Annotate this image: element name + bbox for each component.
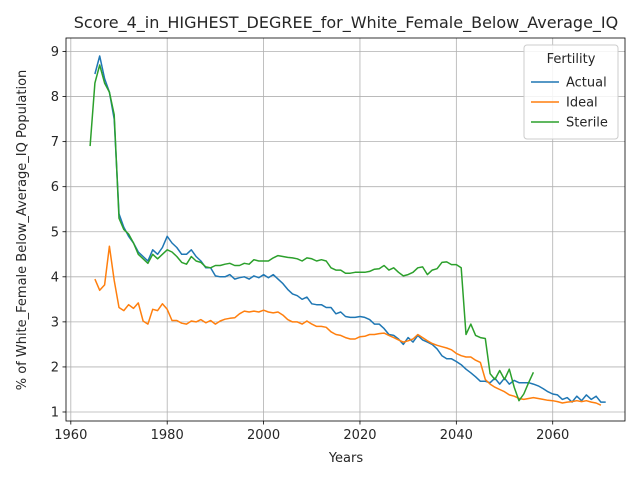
- y-tick-label: 7: [51, 135, 59, 150]
- x-tick-label: 2000: [247, 428, 280, 443]
- y-axis-label: % of White_Female Below_Average_IQ Popul…: [15, 70, 30, 391]
- legend: Fertility Actual Ideal Sterile: [523, 44, 619, 140]
- series-line-ideal: [94, 245, 602, 406]
- y-tick-label: 4: [51, 270, 59, 285]
- x-tick-label: 2040: [440, 428, 473, 443]
- y-tick-label: 5: [51, 225, 59, 240]
- chart-title: Score_4_in_HIGHEST_DEGREE_for_White_Fema…: [74, 13, 619, 33]
- y-tick-label: 9: [51, 45, 59, 60]
- y-tick-label: 6: [51, 180, 59, 195]
- x-tick-label: 2060: [536, 428, 569, 443]
- legend-label-actual: Actual: [566, 76, 607, 91]
- y-tick-label: 1: [51, 405, 59, 420]
- series-line-sterile: [89, 64, 535, 402]
- legend-box: [523, 44, 619, 140]
- legend-label-sterile: Sterile: [566, 116, 608, 131]
- plot-frame: [65, 37, 626, 422]
- y-tick-label: 2: [51, 360, 59, 375]
- series-lines: [89, 55, 606, 406]
- series-line-actual: [94, 55, 606, 403]
- y-axis: 1 2 3 4 5 6 7 8 9: [51, 45, 66, 420]
- y-tick-label: 8: [51, 90, 59, 105]
- legend-title: Fertility: [547, 52, 596, 67]
- x-axis: 1960 1980 2000 2020 2040 2060: [54, 421, 569, 443]
- x-axis-label: Years: [328, 451, 364, 466]
- x-tick-label: 1960: [54, 428, 87, 443]
- x-tick-label: 2020: [343, 428, 376, 443]
- y-tick-label: 3: [51, 315, 59, 330]
- x-tick-label: 1980: [151, 428, 184, 443]
- gridlines: [66, 38, 625, 421]
- legend-label-ideal: Ideal: [566, 96, 598, 111]
